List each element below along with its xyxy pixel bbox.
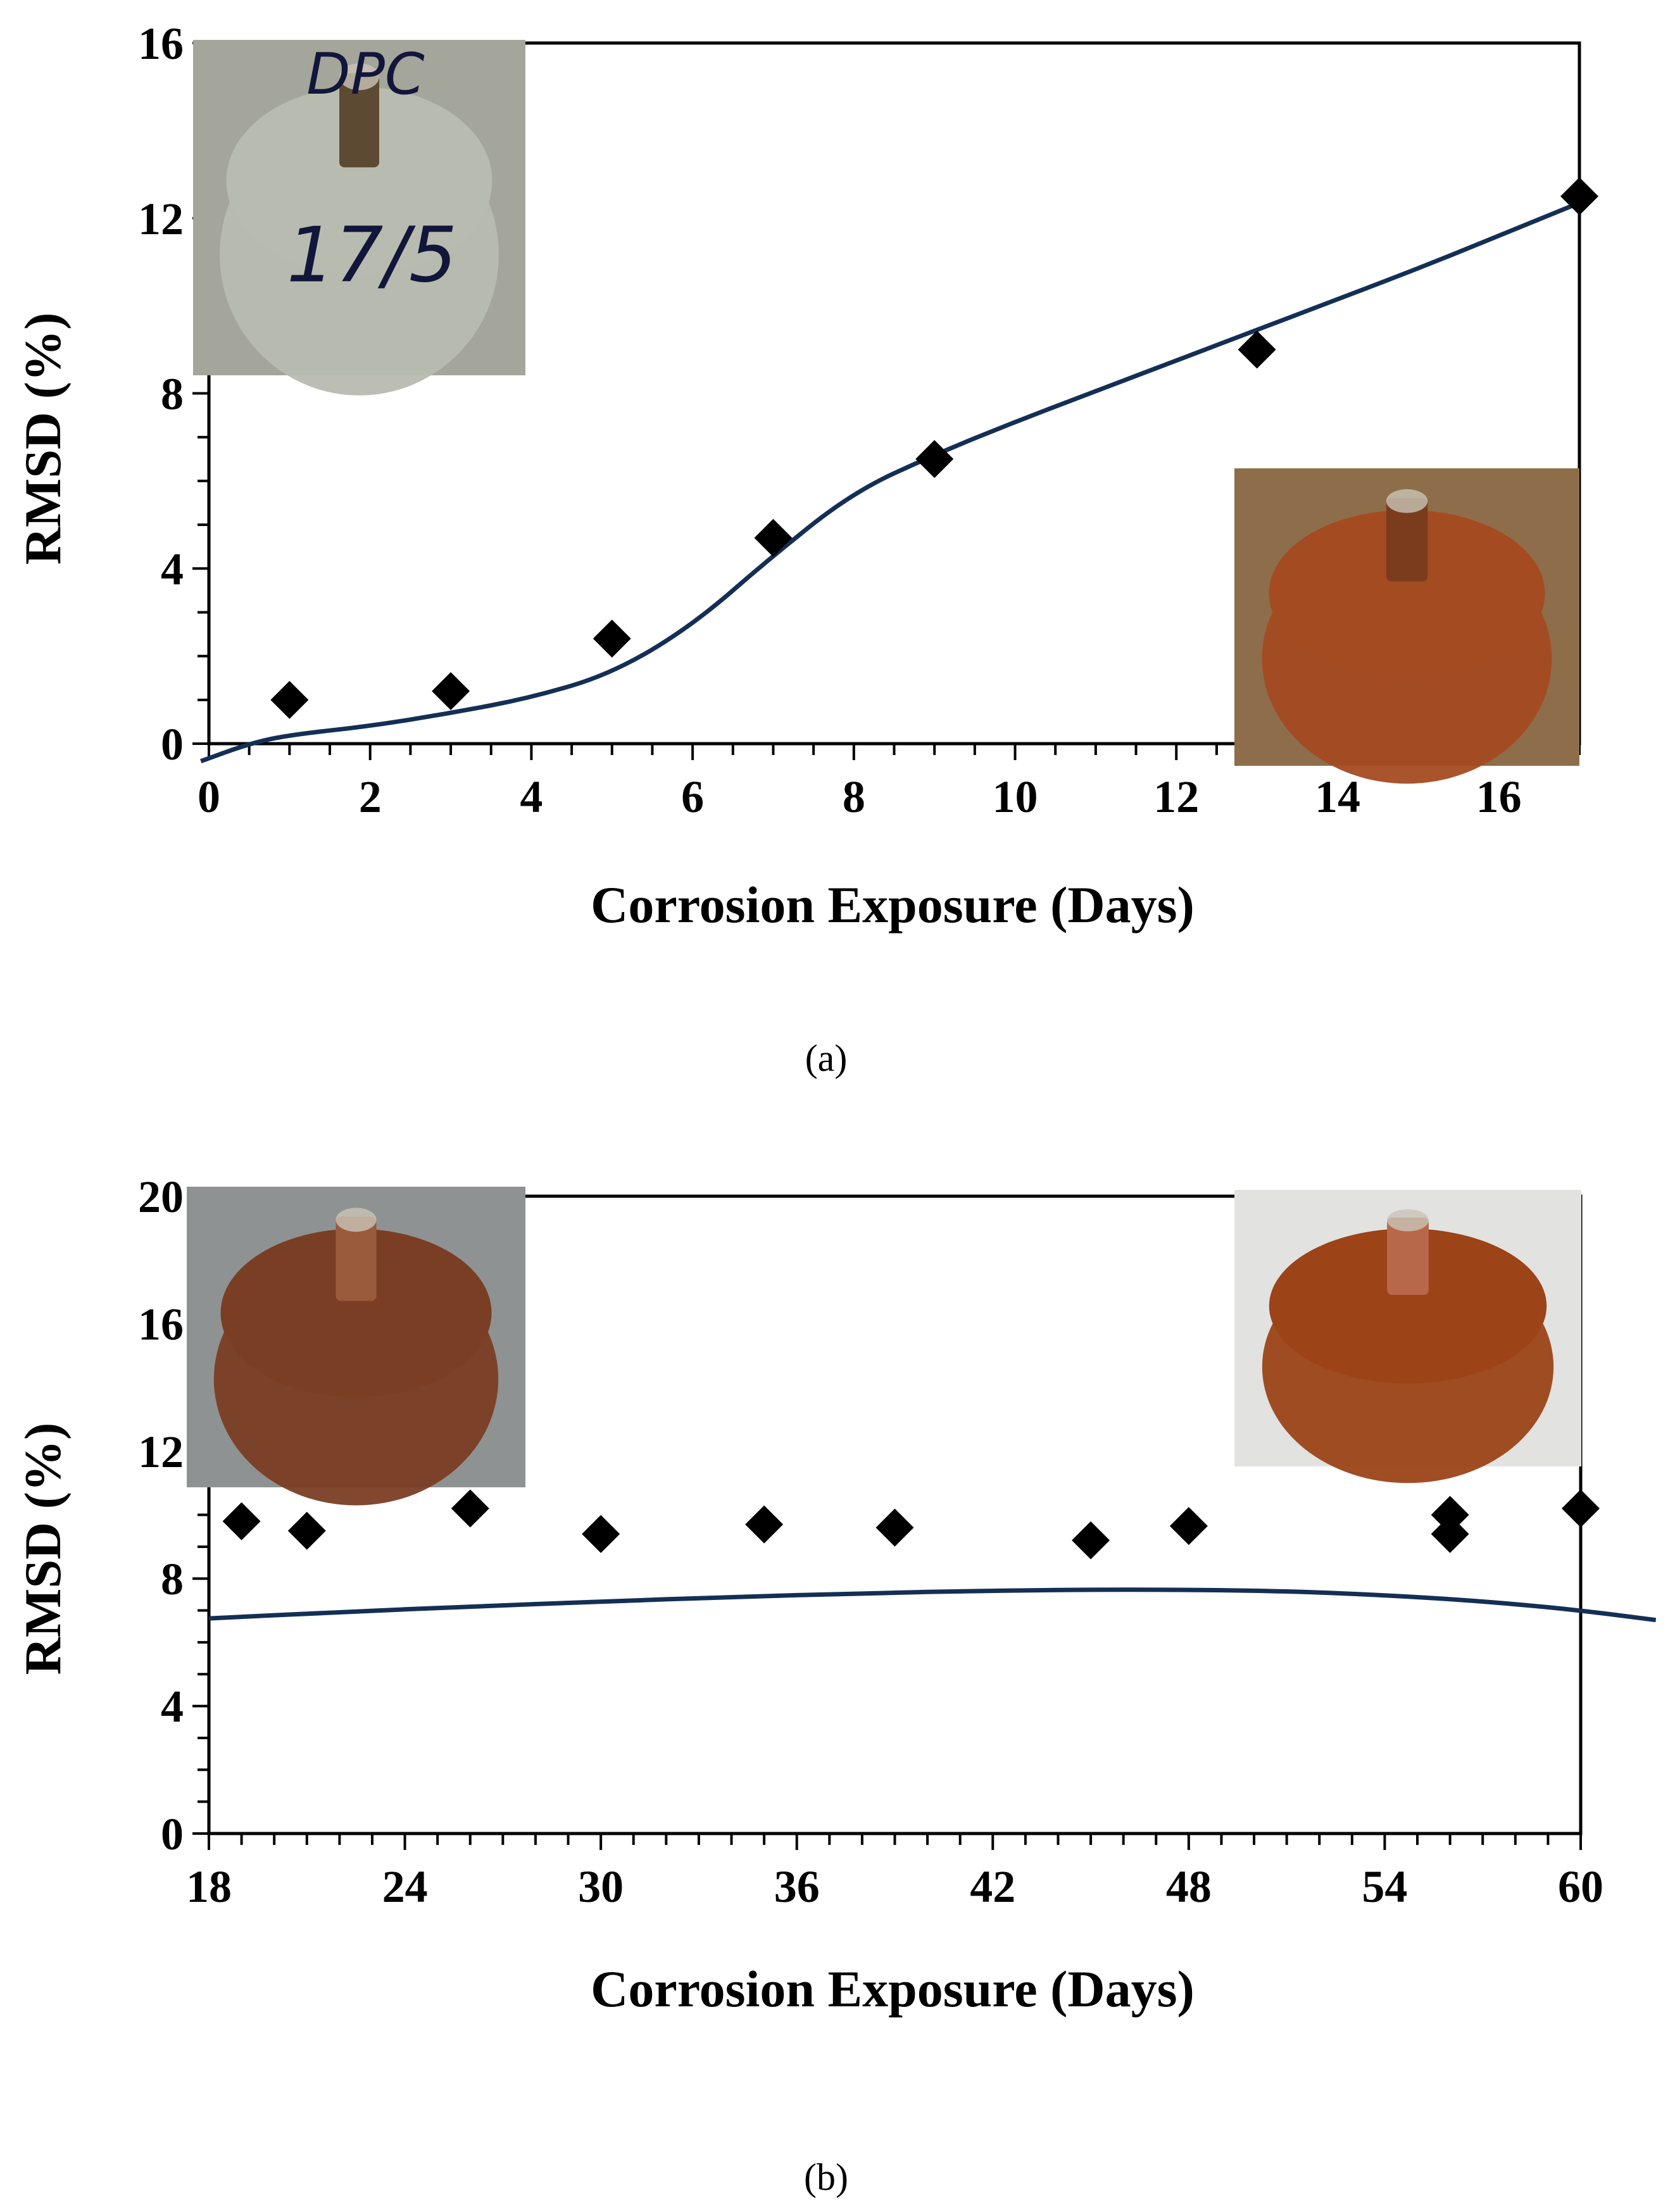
- b-x-axis-title: Corrosion Exposure (Days): [591, 1960, 1195, 2018]
- b-x-tick-label: 30: [578, 1861, 624, 1912]
- b-y-tick-label: 4: [161, 1682, 184, 1732]
- b-data-point: [222, 1502, 261, 1540]
- a-insets: DPC 17/5: [193, 40, 1579, 784]
- a-data-point: [1560, 177, 1598, 216]
- a-x-axis-title: Corrosion Exposure (Days): [591, 876, 1195, 934]
- a-inset-label: 17/5: [287, 212, 457, 300]
- chart-a: 0 2 4 6 8 10 12 14 16 0 4 8 12 16 DPC 17/5 RMSD (%) Co…: [14, 18, 1598, 1079]
- a-data-point: [270, 680, 309, 719]
- a-y-tick-label: 16: [138, 18, 184, 69]
- a-x-tick-label: 8: [843, 772, 865, 822]
- a-caption: (a): [805, 1037, 848, 1079]
- b-data-point: [1431, 1515, 1469, 1553]
- b-caption: (b): [804, 2156, 848, 2198]
- a-data-point: [593, 619, 631, 658]
- a-data-point: [915, 440, 954, 478]
- b-x-tick-label: 60: [1558, 1861, 1603, 1912]
- a-x-tick-label: 4: [520, 772, 543, 822]
- a-x-tick-label: 10: [993, 772, 1038, 822]
- a-tick-labels: 0 2 4 6 8 10 12 14 16 0 4 8 12 16: [138, 18, 1522, 822]
- b-x-tick-label: 36: [774, 1861, 820, 1912]
- b-y-tick-label: 0: [161, 1809, 184, 1859]
- b-y-tick-label: 8: [161, 1554, 184, 1604]
- a-plot-frame: [207, 41, 1581, 746]
- b-data-points: [222, 1489, 1600, 1559]
- a-x-tick-label: 2: [359, 772, 382, 822]
- b-x-tick-label: 18: [186, 1861, 232, 1912]
- a-y-tick-label: 8: [161, 369, 184, 420]
- a-data-point: [754, 518, 793, 557]
- a-x-tick-label: 12: [1153, 772, 1199, 822]
- inset-photo-corroded-top: [187, 1187, 525, 1506]
- b-data-point: [451, 1489, 489, 1528]
- b-y-tick-label: 20: [138, 1172, 184, 1222]
- b-trend-line: [208, 1587, 1657, 1623]
- b-y-tick-label: 12: [138, 1427, 184, 1477]
- a-data-points: [270, 177, 1598, 719]
- a-inset-label: DPC: [306, 41, 425, 108]
- b-data-point: [745, 1505, 784, 1544]
- b-data-point: [1072, 1521, 1110, 1559]
- inset-photo-opc-specimen: DPC 17/5: [193, 40, 525, 396]
- a-x-tick-label: 6: [681, 772, 704, 822]
- b-data-point: [1562, 1489, 1600, 1528]
- a-y-tick-label: 4: [161, 544, 184, 594]
- b-data-point: [287, 1511, 326, 1550]
- b-x-tick-label: 54: [1362, 1861, 1407, 1912]
- b-x-tick-label: 42: [970, 1861, 1015, 1912]
- a-x-tick-label: 16: [1476, 772, 1522, 822]
- a-data-point: [1238, 330, 1276, 369]
- a-frame: [207, 41, 1581, 746]
- b-ticks: [192, 1195, 1582, 1850]
- b-insets: [187, 1187, 1581, 1506]
- a-x-tick-label: 0: [198, 772, 220, 822]
- b-y-tick-label: 16: [138, 1299, 184, 1349]
- a-y-tick-label: 0: [161, 719, 184, 770]
- b-x-tick-label: 24: [382, 1861, 428, 1912]
- b-data-point: [875, 1508, 914, 1547]
- b-x-tick-label: 48: [1166, 1861, 1212, 1912]
- a-data-point: [432, 672, 470, 710]
- a-y-tick-label: 12: [138, 194, 184, 244]
- b-y-axis-title: RMSD (%): [14, 1423, 72, 1675]
- b-data-point: [1169, 1507, 1208, 1546]
- a-y-axis-title: RMSD (%): [14, 313, 72, 565]
- inset-photo-rusted-specimen: [1234, 468, 1579, 784]
- a-trend-line: [200, 201, 1581, 763]
- inset-photo-corroded-rebar: [1234, 1190, 1581, 1484]
- b-data-point: [1431, 1496, 1469, 1534]
- a-x-tick-label: 14: [1315, 772, 1360, 822]
- b-data-point: [582, 1515, 620, 1553]
